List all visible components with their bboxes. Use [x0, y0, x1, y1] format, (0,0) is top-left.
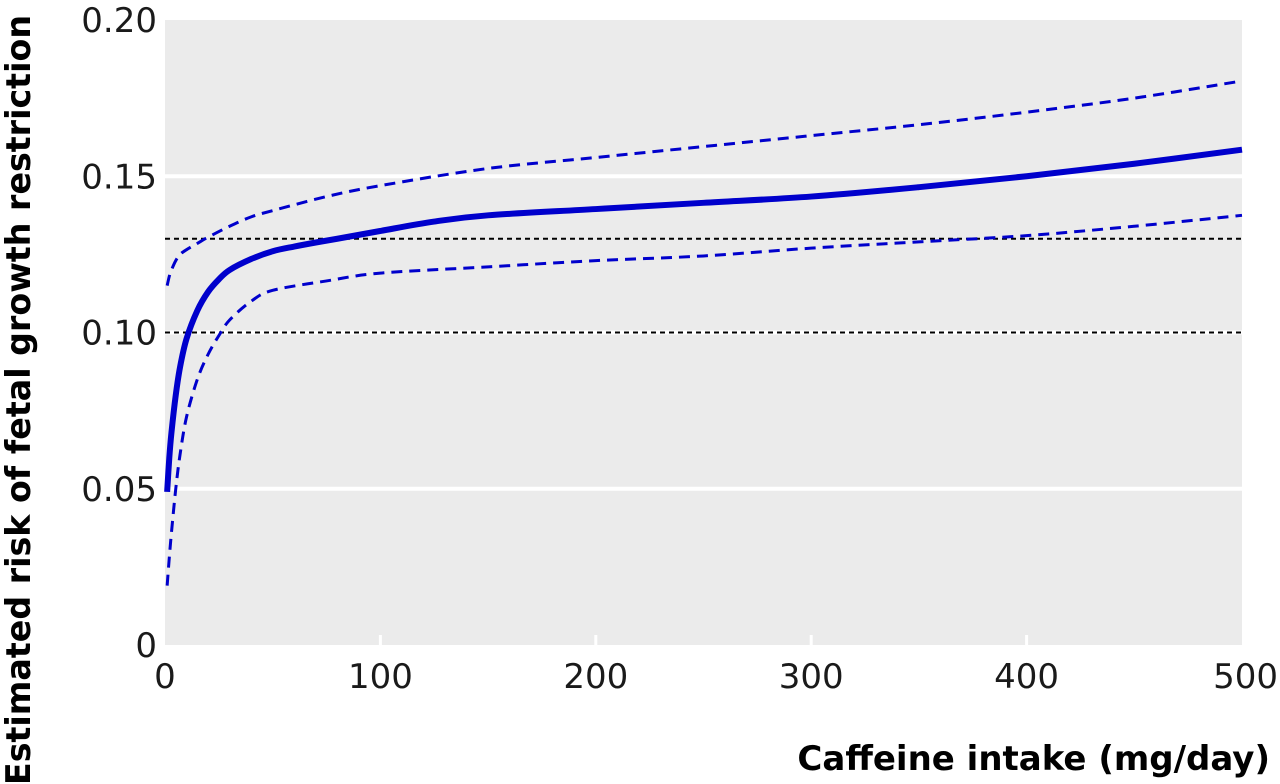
y-tick-label-4: 0.20 — [81, 1, 157, 41]
series-line-1 — [165, 79, 1243, 286]
grid-lines — [165, 174, 1242, 645]
x-tick-label-4: 400 — [994, 657, 1059, 697]
x-tick-label-5: 500 — [1213, 657, 1278, 697]
x-tick-label-0: 0 — [154, 657, 176, 697]
y-tick-labels: 0 0.05 0.10 0.15 0.20 — [81, 1, 157, 666]
series-line-0 — [164, 146, 1243, 493]
series-lines — [164, 79, 1243, 586]
y-tick-label-1: 0.05 — [81, 470, 157, 510]
x-tick-label-1: 100 — [348, 657, 413, 697]
y-axis-label: Estimated risk of fetal growth restricti… — [0, 15, 39, 784]
x-tick-label-3: 300 — [779, 657, 844, 697]
y-tick-label-2: 0.10 — [81, 314, 157, 354]
x-tick-label-2: 200 — [563, 657, 628, 697]
x-axis-label: Caffeine intake (mg/day) — [797, 739, 1270, 779]
y-tick-label-0: 0 — [135, 626, 157, 666]
x-tick-labels: 0 100 200 300 400 500 — [154, 657, 1278, 697]
y-tick-label-3: 0.15 — [81, 157, 157, 197]
series-line-2 — [165, 213, 1243, 586]
